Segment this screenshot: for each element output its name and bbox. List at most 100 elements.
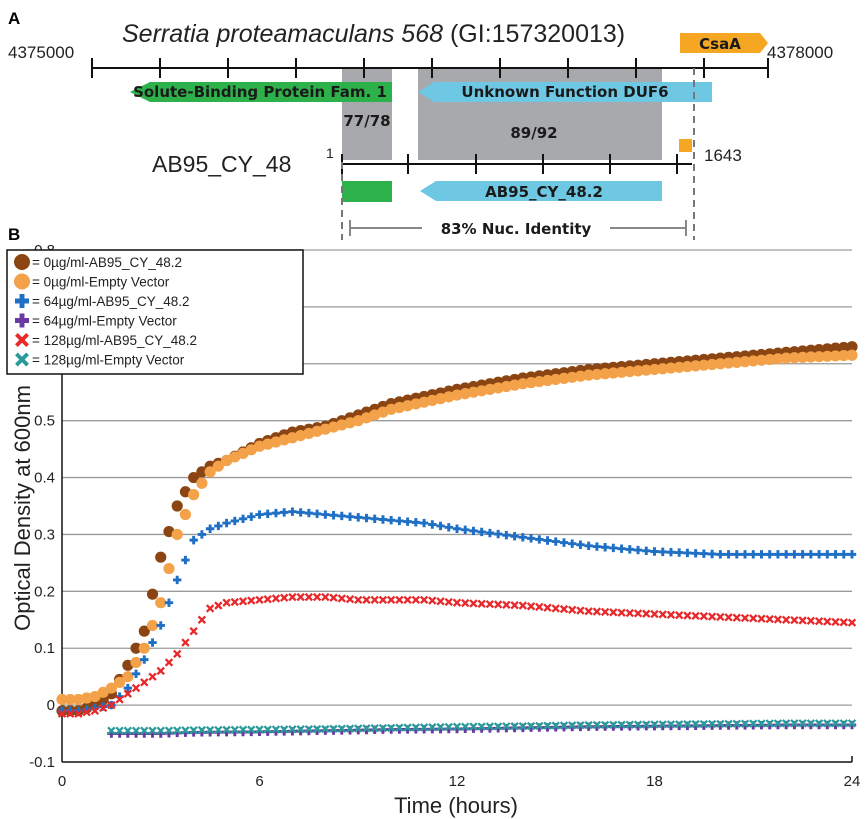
data-point (296, 725, 305, 734)
data-point (493, 529, 503, 539)
data-point (155, 597, 167, 609)
data-point (485, 599, 495, 609)
data-point (658, 610, 667, 619)
data-point (798, 616, 807, 625)
identity-bracket (349, 220, 687, 236)
data-point (279, 508, 289, 517)
data-point (197, 530, 207, 539)
data-point (566, 371, 578, 383)
data-point (543, 721, 552, 730)
data-point (510, 532, 519, 541)
data-point (345, 512, 355, 521)
data-point (321, 724, 330, 734)
data-point (576, 606, 585, 615)
data-point (806, 719, 816, 728)
data-point (255, 725, 264, 734)
data-point (271, 594, 281, 603)
data-point (625, 545, 635, 554)
csaA-gene-arrow (680, 33, 768, 53)
data-point (551, 721, 560, 730)
data-point (156, 621, 165, 630)
data-point (312, 592, 322, 602)
data-point (716, 550, 725, 559)
data-point (378, 723, 388, 733)
data-point (642, 546, 651, 555)
data-point (189, 626, 198, 636)
data-point (781, 719, 791, 728)
data-point (395, 516, 404, 526)
legend-marker (14, 254, 30, 270)
data-point (683, 548, 692, 558)
data-point (354, 513, 363, 522)
data-point (362, 595, 371, 605)
data-point (493, 600, 503, 609)
data-point (731, 356, 743, 368)
data-point (592, 720, 602, 730)
data-point (428, 722, 437, 732)
data-point (772, 353, 784, 365)
data-point (452, 722, 462, 731)
data-point (461, 722, 470, 731)
data-point (706, 358, 718, 371)
data-point (533, 375, 545, 388)
data-point (428, 520, 437, 529)
data-point (806, 616, 816, 626)
data-point (790, 719, 799, 728)
data-point (525, 377, 537, 389)
identity-ratio-left: 77/78 (343, 112, 390, 130)
data-point (707, 719, 717, 729)
data-point (436, 597, 445, 606)
data-point (148, 672, 157, 681)
data-point (138, 642, 150, 654)
data-point (419, 518, 429, 528)
chart-legend: = 0µg/ml-AB95_CY_48.2 = 0µg/ml-Empty Vect… (6, 249, 304, 375)
data-point (469, 722, 478, 731)
data-point (428, 596, 437, 605)
data-point (757, 614, 766, 623)
data-point (296, 592, 305, 602)
data-point (814, 719, 824, 728)
data-point (749, 614, 758, 623)
data-point (642, 609, 651, 618)
data-point (411, 595, 421, 605)
data-point (140, 726, 149, 735)
data-point (214, 521, 223, 531)
panel-a: A Serratia proteamaculans 568 (GI:157320… (8, 9, 833, 240)
data-point (790, 615, 799, 625)
data-point (56, 693, 68, 706)
data-point (609, 608, 618, 617)
data-point (690, 360, 702, 372)
data-point (780, 352, 792, 364)
data-point (781, 550, 791, 559)
data-point (568, 539, 577, 548)
data-point (683, 611, 692, 620)
data-point (238, 597, 248, 606)
data-point (699, 612, 709, 621)
data-point (640, 364, 652, 376)
data-point (156, 666, 165, 676)
data-point (155, 551, 167, 563)
clone-start-coordinate: 1 (326, 145, 334, 161)
data-point (304, 508, 314, 518)
data-point (683, 719, 692, 729)
data-point (574, 370, 587, 382)
data-point (321, 592, 330, 602)
data-point (280, 725, 289, 734)
data-point (188, 471, 200, 484)
x-tick-label: 24 (844, 773, 861, 790)
data-point (781, 615, 791, 624)
data-point (467, 386, 480, 398)
data-point (197, 615, 207, 624)
alignment-block-right (418, 68, 662, 160)
data-point (304, 724, 314, 734)
data-point (583, 369, 595, 381)
data-point (64, 693, 76, 706)
legend-marker (14, 273, 30, 290)
data-point (797, 351, 809, 363)
data-point (469, 526, 478, 536)
data-point (675, 720, 684, 729)
data-point (740, 550, 750, 559)
data-point (138, 625, 150, 637)
data-point (823, 617, 832, 626)
data-point (271, 508, 281, 518)
